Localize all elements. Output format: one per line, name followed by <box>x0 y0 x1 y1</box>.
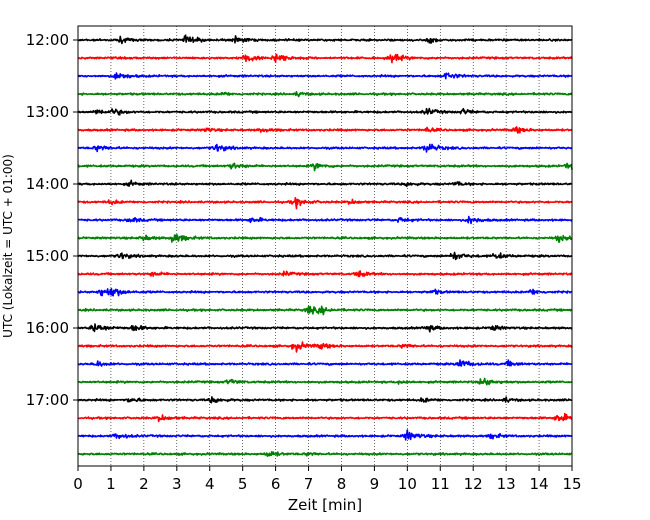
x-tick-label-6: 6 <box>271 475 281 493</box>
y-tick-label-1500: 15:00 <box>26 247 69 265</box>
y-tick-label-1200: 12:00 <box>26 31 69 49</box>
trace-1730 <box>77 429 573 441</box>
x-tick-label-2: 2 <box>139 475 149 493</box>
trace-1515 <box>77 270 573 278</box>
x-axis-ticks: 0 1 2 3 4 5 6 7 8 9 10 11 12 13 14 15 <box>73 466 582 493</box>
trace-1315 <box>77 126 573 134</box>
trace-lines <box>77 34 573 457</box>
trace-1330 <box>77 143 573 153</box>
x-tick-label-4: 4 <box>205 475 215 493</box>
trace-1415 <box>77 197 573 210</box>
trace-1500 <box>77 251 573 261</box>
x-tick-label-7: 7 <box>304 475 314 493</box>
x-tick-label-12: 12 <box>464 475 483 493</box>
y-axis-label: UTC (Lokalzeit = UTC + 01:00) <box>1 154 15 338</box>
trace-1715 <box>77 412 573 423</box>
x-tick-label-13: 13 <box>497 475 516 493</box>
trace-1645 <box>77 377 573 386</box>
trace-1430 <box>77 215 573 225</box>
trace-1230 <box>77 72 573 80</box>
x-tick-label-10: 10 <box>398 475 417 493</box>
x-tick-label-9: 9 <box>370 475 380 493</box>
y-axis-ticks: 12:00 13:00 14:00 15:00 16:00 17:00 <box>26 31 78 409</box>
y-tick-label-1600: 16:00 <box>26 319 69 337</box>
x-tick-label-14: 14 <box>530 475 549 493</box>
trace-1300 <box>77 107 573 116</box>
trace-1445 <box>77 234 573 243</box>
y-tick-label-1700: 17:00 <box>26 391 69 409</box>
x-tick-label-15: 15 <box>562 475 581 493</box>
y-tick-label-1300: 13:00 <box>26 103 69 121</box>
trace-1245 <box>77 91 573 98</box>
trace-1530 <box>77 287 573 297</box>
trace-1400 <box>77 179 573 188</box>
trace-1600 <box>77 323 573 333</box>
x-axis-label: Zeit [min] <box>288 496 362 514</box>
x-tick-label-8: 8 <box>337 475 347 493</box>
vertical-gridlines <box>110 26 540 466</box>
trace-1215 <box>77 53 573 64</box>
trace-1630 <box>77 359 573 367</box>
x-tick-label-5: 5 <box>238 475 248 493</box>
plot-frame <box>77 25 573 467</box>
x-tick-label-1: 1 <box>106 475 116 493</box>
trace-1200 <box>77 34 573 45</box>
trace-1345 <box>77 162 573 172</box>
x-tick-label-0: 0 <box>73 475 83 493</box>
x-tick-label-3: 3 <box>172 475 182 493</box>
trace-1745 <box>77 451 573 457</box>
y-tick-label-1400: 14:00 <box>26 175 69 193</box>
trace-1545 <box>77 305 573 316</box>
x-tick-label-11: 11 <box>431 475 450 493</box>
trace-1615 <box>77 341 573 353</box>
trace-1700 <box>77 396 573 404</box>
